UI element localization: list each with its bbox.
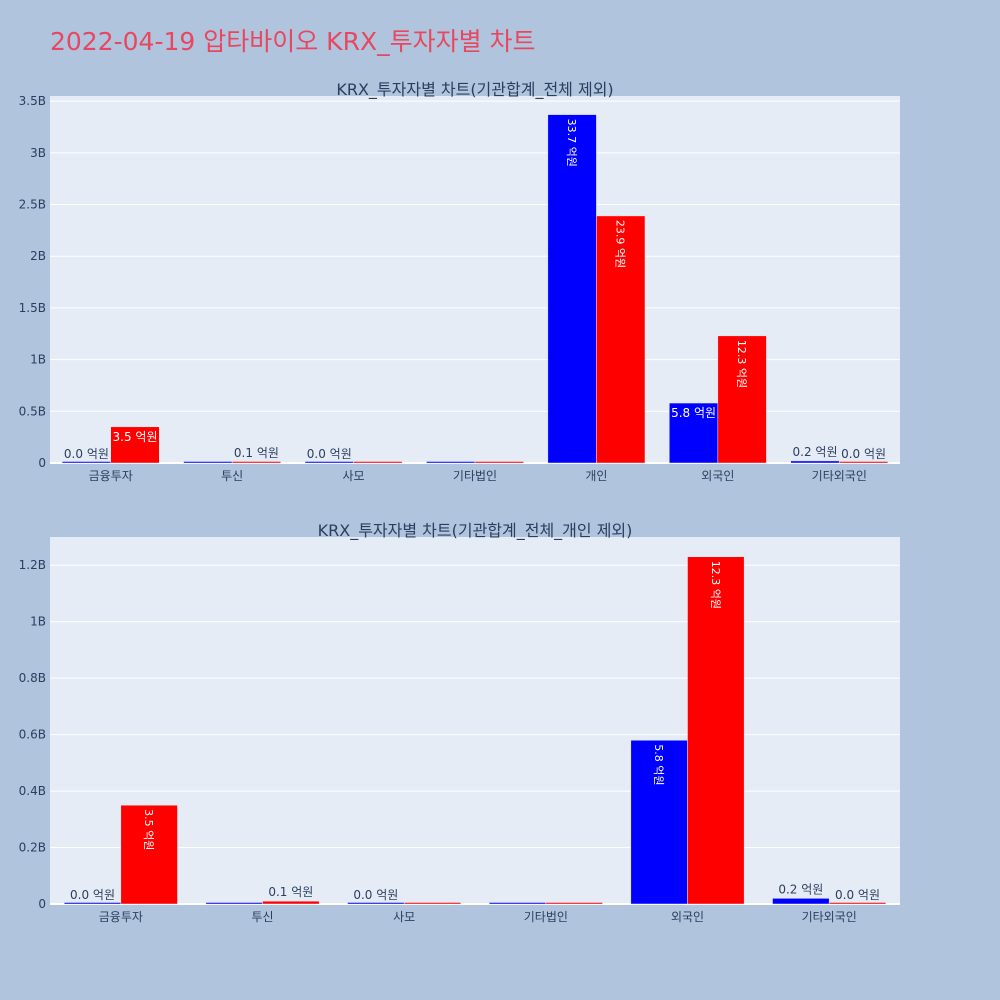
y-tick-label: 1.2B bbox=[19, 558, 46, 572]
y-tick-label: 2B bbox=[30, 249, 46, 263]
investor-chart-with-individuals: 0 0.5B 1B 1.5B 2B 2.5B 3B 3.5B KRX_투자자별 차트(기관합계_… bbox=[19, 80, 900, 483]
data-label: 23.9 억원 bbox=[614, 220, 627, 268]
y-tick-label: 1B bbox=[30, 615, 46, 629]
bar bbox=[110, 426, 160, 464]
bar bbox=[772, 898, 830, 905]
data-label: 3.5 억원 bbox=[142, 809, 155, 850]
x-tick-label: 사모 bbox=[393, 910, 415, 924]
x-tick-label: 외국인 bbox=[701, 469, 734, 483]
bar bbox=[205, 902, 263, 905]
bar bbox=[120, 804, 178, 905]
y-tick-label: 0.4B bbox=[19, 784, 46, 798]
bar bbox=[262, 900, 320, 905]
y-tick-label: 0.2B bbox=[19, 841, 46, 855]
bar bbox=[630, 740, 688, 905]
data-label: 0.1 억원 bbox=[234, 446, 279, 460]
y-tick-label: 0.5B bbox=[19, 404, 46, 418]
bar bbox=[596, 215, 646, 464]
y-tick-label: 0.8B bbox=[19, 671, 46, 685]
data-label: 0.0 억원 bbox=[307, 447, 352, 461]
bar bbox=[353, 461, 403, 464]
investor-chart-without-individuals: 0 0.2B 0.4B 0.6B 0.8B 1B 1.2B KRX_투자자별 차트(기관합계_… bbox=[19, 521, 900, 924]
x-tick-label: 투신 bbox=[221, 469, 243, 483]
data-label: 5.8 억원 bbox=[652, 744, 665, 785]
data-label: 3.5 억원 bbox=[113, 430, 158, 444]
bar bbox=[63, 902, 122, 905]
bar bbox=[474, 461, 524, 464]
data-label: 0.0 억원 bbox=[353, 888, 398, 902]
y-tick-label: 1.5B bbox=[19, 301, 46, 315]
page-title: 2022-04-19 압타바이오 KRX_투자자별 차트 bbox=[50, 27, 536, 56]
x-tick-label: 투신 bbox=[251, 910, 273, 924]
chart-title: KRX_투자자별 차트(기관합계_전체_개인 제외) bbox=[318, 521, 633, 541]
y-tick-label: 0.6B bbox=[19, 728, 46, 742]
data-label: 0.0 억원 bbox=[64, 447, 109, 461]
x-tick-label: 기타외국인 bbox=[802, 910, 857, 924]
bar bbox=[403, 902, 462, 905]
bar bbox=[717, 335, 767, 464]
bar bbox=[687, 556, 745, 905]
data-label: 0.1 억원 bbox=[268, 885, 313, 899]
y-tick-label: 3.5B bbox=[19, 94, 46, 108]
x-tick-label: 기타법인 bbox=[453, 469, 497, 483]
y-tick-label: 1B bbox=[30, 353, 46, 367]
bar bbox=[545, 902, 603, 905]
x-tick-label: 개인 bbox=[585, 469, 607, 483]
x-tick-label: 사모 bbox=[343, 469, 365, 483]
data-label: 0.0 억원 bbox=[70, 888, 115, 902]
chart-title: KRX_투자자별 차트(기관합계_전체 제외) bbox=[336, 80, 613, 100]
data-label: 12.3 억원 bbox=[735, 340, 748, 388]
plot-area bbox=[50, 537, 900, 904]
y-tick-label: 2.5B bbox=[19, 198, 46, 212]
data-label: 12.3 억원 bbox=[709, 561, 722, 609]
x-tick-label: 기타법인 bbox=[524, 910, 568, 924]
bar bbox=[669, 402, 719, 464]
bar bbox=[347, 902, 405, 905]
data-label: 5.8 억원 bbox=[671, 406, 716, 420]
data-label: 0.2 억원 bbox=[778, 882, 823, 896]
x-tick-label: 기타외국인 bbox=[812, 469, 867, 483]
bar bbox=[839, 461, 889, 464]
x-tick-label: 금융투자 bbox=[99, 910, 143, 924]
data-label: 0.0 억원 bbox=[835, 888, 880, 902]
y-tick-label: 3B bbox=[30, 146, 46, 160]
data-label: 0.0 억원 bbox=[841, 447, 886, 461]
y-tick-label: 0 bbox=[38, 897, 46, 911]
data-label: 33.7 억원 bbox=[565, 119, 578, 167]
y-tick-label: 0 bbox=[38, 456, 46, 470]
bar bbox=[488, 902, 547, 905]
bar bbox=[547, 114, 597, 464]
bar bbox=[231, 461, 281, 464]
data-label: 0.2 억원 bbox=[793, 445, 838, 459]
bar bbox=[828, 902, 887, 905]
x-tick-label: 금융투자 bbox=[89, 469, 133, 483]
x-tick-label: 외국인 bbox=[671, 910, 704, 924]
